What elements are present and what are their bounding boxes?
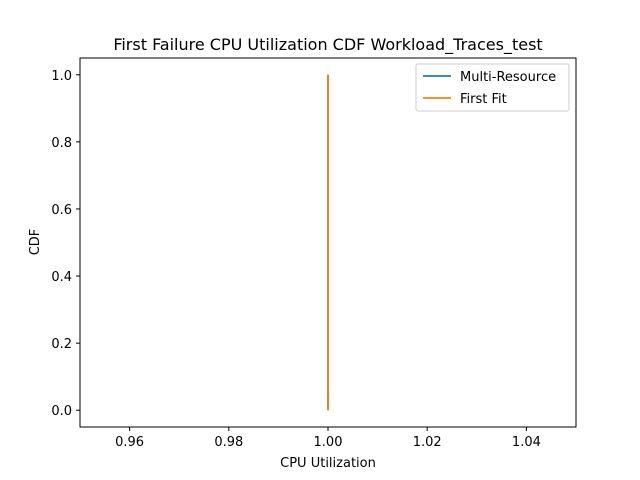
x-tick-label: 0.96 xyxy=(115,435,144,450)
y-tick-label: 0.8 xyxy=(51,136,72,151)
legend: Multi-Resource First Fit xyxy=(415,63,570,112)
x-tick-label: 1.00 xyxy=(314,435,343,450)
y-axis: 0.0 0.2 0.4 0.6 0.8 1.0 xyxy=(51,69,80,419)
legend-box xyxy=(415,63,570,112)
y-tick-label: 0.2 xyxy=(51,337,72,352)
y-tick-label: 0.4 xyxy=(51,270,72,285)
y-tick-label: 0.6 xyxy=(51,203,72,218)
x-tick-label: 1.04 xyxy=(512,435,541,450)
y-axis-label: CDF xyxy=(28,229,43,256)
x-axis-label: CPU Utilization xyxy=(280,456,376,471)
legend-label: First Fit xyxy=(460,92,507,107)
chart-title: First Failure CPU Utilization CDF Worklo… xyxy=(113,35,542,55)
legend-label: Multi-Resource xyxy=(460,70,556,85)
x-axis: 0.96 0.98 1.00 1.02 1.04 xyxy=(115,427,541,450)
y-tick-label: 1.0 xyxy=(51,69,72,84)
y-tick-label: 0.0 xyxy=(51,404,72,419)
x-tick-label: 1.02 xyxy=(413,435,442,450)
x-tick-label: 0.98 xyxy=(214,435,243,450)
